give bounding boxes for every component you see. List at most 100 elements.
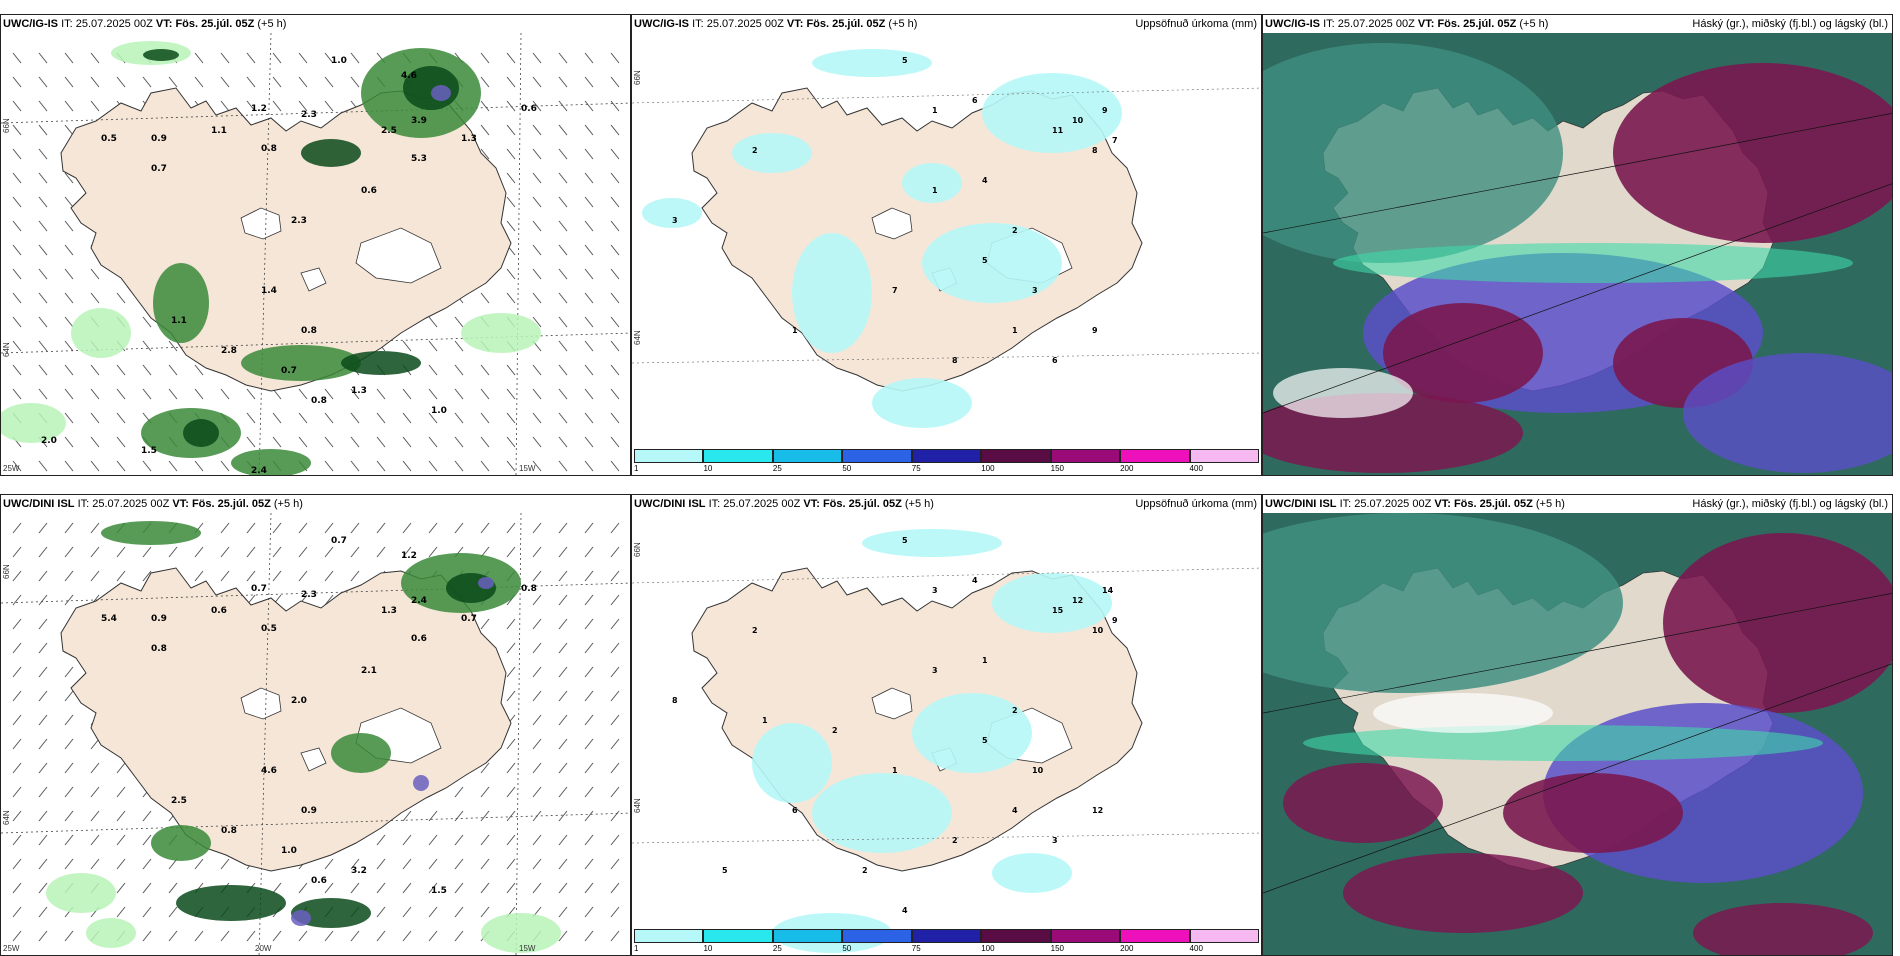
accum-area [812,49,932,77]
wind-barb [38,930,48,942]
wind-barb [610,292,620,304]
wind-barb [64,388,74,400]
wind-barb [142,834,152,846]
wind-barb [90,364,100,376]
wind-barb [584,882,594,894]
wind-barb [402,412,412,424]
lon-label: 25W [3,944,20,953]
wind-barb [610,666,620,678]
wind-barb [12,594,22,606]
accum-area [912,693,1032,773]
accum-value: 6 [972,96,978,105]
precip-value: 3.9 [411,116,427,126]
precip-area [481,913,561,953]
wind-barb [532,834,542,846]
wind-barb [12,930,22,942]
wind-barb [324,52,334,64]
colorbar-swatch [634,929,704,943]
wind-barb [584,786,594,798]
wind-barb [90,858,100,870]
wind-barb [246,930,256,942]
accum-value: 9 [1112,616,1118,625]
wind-barb [194,546,204,558]
wind-barb [194,930,204,942]
accum-value: 9 [1102,106,1108,115]
wind-barb [116,76,126,88]
glacier [300,747,327,772]
wind-barb [402,834,412,846]
wind-barb [12,100,22,112]
wind-barb [12,762,22,774]
wind-barb [610,100,620,112]
accum-value: 15 [1052,606,1064,615]
accum-area [792,233,872,353]
wind-barb [12,340,22,352]
wind-barb [376,930,386,942]
wind-barb [272,412,282,424]
wind-barb [376,906,386,918]
wind-barb [584,76,594,88]
accum-value: 2 [862,866,868,875]
wind-barb [168,388,178,400]
wind-barb [272,930,282,942]
wind-barb [38,570,48,582]
wind-barb [506,412,516,424]
wind-barb [428,316,438,328]
precip-value: 0.7 [461,614,477,624]
wind-barb [220,100,230,112]
wind-barb [480,906,490,918]
wind-barb [350,930,360,942]
wind-barb [64,570,74,582]
wind-barb [558,388,568,400]
cloud-layer [1333,243,1853,283]
glacier [355,227,442,284]
precip-area [1,403,66,443]
accum-value: 2 [832,726,838,735]
wind-barb [350,546,360,558]
wind-barb [402,882,412,894]
accum-value: 12 [1072,596,1083,605]
lat-label: 66N [633,70,642,85]
colorbar-tick: 25 [772,464,782,473]
wind-barb [610,124,620,136]
wind-barb [584,834,594,846]
precip-area [153,263,209,343]
wind-barb [298,570,308,582]
colorbar-swatch [703,449,773,463]
precip-value: 2.1 [361,666,377,676]
wind-barb [64,546,74,558]
wind-barb [168,76,178,88]
colorbar-tick: 400 [1189,464,1203,473]
accum-value: 2 [1012,706,1018,715]
wind-barb [324,460,334,472]
wind-barb [12,738,22,750]
colorbar-swatch [1050,929,1121,943]
wind-barb [584,762,594,774]
colorbar-tick: 10 [703,944,713,953]
wind-barb [584,52,594,64]
wind-barb [272,100,282,112]
colorbar-swatch [911,449,982,463]
panel-header: UWC/DINI ISL IT: 25.07.2025 00Z VT: Fös.… [1263,495,1892,513]
colorbar-tick: 75 [911,944,921,953]
accum-value: 3 [1032,286,1038,295]
wind-barb [506,436,516,448]
wind-barb [506,642,516,654]
accum-value: 10 [1072,116,1084,125]
precip-value: 5.4 [101,614,117,624]
wind-barb [246,522,256,534]
precip-area [291,910,311,926]
longitude-line [258,513,272,955]
wind-barb [480,364,490,376]
lat-label: 66N [633,542,642,557]
wind-barb [610,316,620,328]
wind-barb [428,834,438,846]
wind-barb [532,316,542,328]
wind-barb [38,316,48,328]
colorbar-swatch [842,449,912,463]
latitude-line [1,582,630,604]
wind-barb [168,546,178,558]
wind-barb [428,546,438,558]
wind-barb [142,570,152,582]
latitude-line [1,102,630,124]
